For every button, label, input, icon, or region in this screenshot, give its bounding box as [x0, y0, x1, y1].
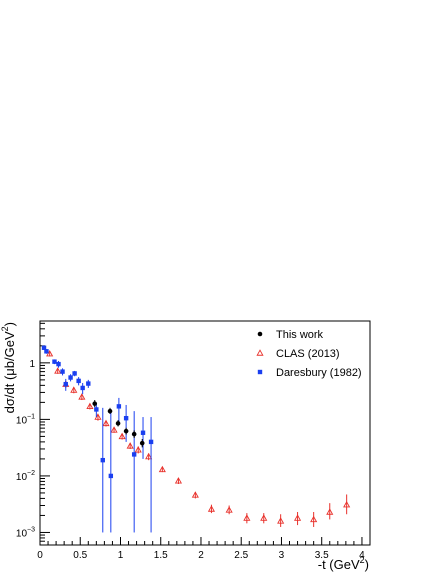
data-points	[41, 345, 351, 533]
x-tick-label: 0	[37, 550, 43, 561]
x-tick-label: 0.5	[73, 550, 87, 561]
data-point	[44, 349, 49, 354]
data-point	[260, 514, 268, 521]
data-point	[78, 393, 86, 400]
data-point	[326, 508, 334, 515]
data-point	[76, 378, 81, 384]
data-point	[116, 404, 122, 409]
data-point	[70, 386, 78, 393]
data-point	[123, 415, 129, 421]
data-point	[60, 369, 65, 374]
data-point	[123, 428, 129, 434]
legend-marker	[257, 369, 263, 375]
x-tick-label: 2	[198, 550, 204, 561]
y-tick-label: 10−2	[16, 470, 35, 483]
data-point	[52, 359, 57, 364]
data-point	[207, 505, 216, 512]
data-point	[86, 381, 91, 386]
data-point	[134, 446, 142, 453]
legend-marker	[256, 349, 264, 356]
data-point	[140, 430, 146, 435]
data-point	[54, 367, 62, 374]
y-tick-label: 10−1	[16, 413, 35, 426]
x-axis: 0 0.5 1 1.5 2 2.5 3 3.5 4	[37, 537, 365, 561]
x-tick-label: 4	[359, 550, 365, 561]
data-point	[115, 421, 121, 426]
x-tick-label: 1	[118, 550, 124, 561]
legend: This work CLAS (2013) Daresbury (1982)	[256, 329, 362, 379]
data-point	[277, 517, 285, 524]
data-point	[100, 457, 105, 463]
data-point	[108, 473, 114, 479]
data-point	[131, 452, 137, 457]
y-axis-label: dσ/dt (μb/GeV2)	[0, 322, 17, 413]
data-point	[102, 419, 110, 427]
data-point	[92, 401, 98, 406]
x-axis-label: -t (GeV2)	[318, 555, 369, 572]
series-square	[41, 345, 154, 533]
data-point	[72, 371, 77, 376]
data-point	[145, 452, 153, 460]
data-point	[158, 465, 166, 473]
legend-marker	[257, 331, 263, 337]
x-tick-label: 1.5	[154, 550, 168, 561]
x-tick-label: 3.5	[315, 550, 329, 561]
data-point	[243, 514, 251, 521]
data-point	[126, 442, 134, 449]
data-point	[110, 426, 118, 433]
data-point	[139, 440, 145, 446]
data-point	[343, 500, 351, 508]
data-point	[80, 385, 85, 391]
data-point	[225, 506, 233, 513]
x-tick-label: 3	[279, 550, 285, 561]
data-point	[174, 477, 183, 484]
data-point	[63, 381, 68, 387]
data-point	[191, 491, 199, 498]
data-point	[56, 361, 61, 367]
data-point	[310, 515, 318, 523]
y-axis: 1 10−1 10−2 10−3	[16, 322, 50, 546]
data-point	[107, 408, 113, 414]
data-point	[94, 407, 99, 412]
series-circle	[92, 400, 145, 448]
data-point	[86, 402, 94, 410]
data-point	[131, 431, 137, 437]
data-point	[68, 375, 73, 380]
data-point	[148, 439, 154, 445]
legend-label: CLAS (2013)	[276, 348, 340, 360]
legend-label: This work	[276, 329, 324, 341]
y-tick-label: 1	[29, 359, 35, 370]
data-point	[118, 432, 126, 440]
data-point	[293, 514, 302, 521]
plot-frame	[39, 320, 371, 546]
data-point	[41, 345, 47, 350]
y-tick-label: 10−3	[16, 526, 35, 539]
legend-label: Daresbury (1982)	[276, 367, 362, 379]
x-tick-label: 2.5	[234, 550, 248, 561]
